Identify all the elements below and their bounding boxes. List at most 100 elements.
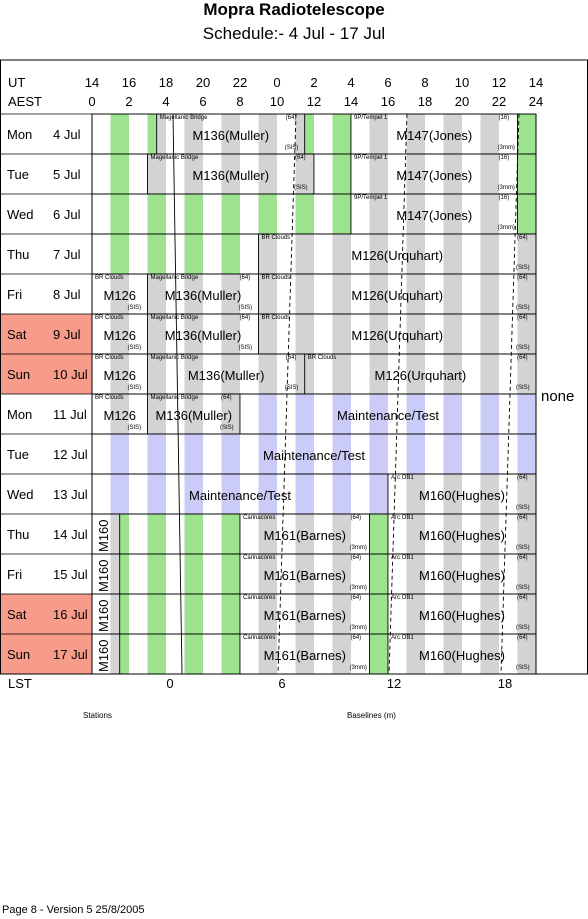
schedule-stripe	[184, 314, 203, 354]
schedule-stripe	[147, 474, 166, 514]
schedule-stripe	[129, 434, 148, 474]
schedule-stripe	[203, 154, 222, 194]
schedule-stripe	[517, 594, 536, 634]
schedule-stripe	[314, 154, 333, 194]
schedule-stripe	[166, 634, 185, 674]
schedule-stripe	[480, 514, 499, 554]
day-date: 8 Jul	[53, 287, 81, 302]
schedule-stripe	[147, 514, 166, 554]
aest-tick-label: 8	[236, 94, 244, 109]
schedule-stripe	[221, 514, 240, 554]
schedule-stripe	[425, 274, 444, 314]
schedule-stripe	[480, 554, 499, 594]
receiver-tag: (SIS)	[516, 385, 530, 391]
page-title: Mopra Radiotelescope	[203, 0, 385, 19]
project-label-vertical: M160	[96, 559, 111, 592]
schedule-stripe	[406, 194, 425, 234]
source-label: Magellanic Bridge	[150, 275, 199, 281]
source-label: Magellanic Bridge	[150, 155, 199, 161]
config-tag: (64)	[350, 635, 362, 641]
schedule-stripe	[425, 434, 444, 474]
schedule-stripe	[425, 234, 444, 274]
source-label: 9P/Tempel 1	[354, 115, 388, 121]
day-date: 13 Jul	[53, 487, 88, 502]
schedule-stripe	[369, 474, 388, 514]
day-cell: Thu 7 Jul	[1, 234, 90, 274]
schedule-stripe	[499, 634, 518, 674]
lst-tick-label: 12	[386, 676, 402, 691]
schedule-stripe	[240, 314, 259, 354]
schedule-stripe	[388, 434, 407, 474]
schedule-stripe	[369, 514, 388, 554]
lst-tick-label: 0	[166, 676, 174, 691]
receiver-tag: (SIS)	[238, 305, 253, 311]
schedule-stripe	[388, 634, 407, 674]
schedule-stripe	[147, 154, 166, 194]
weekend-shade	[0, 314, 92, 354]
project-label: M126(Urquhart)	[374, 368, 467, 383]
schedule-stripe	[425, 194, 444, 234]
schedule-stripe	[480, 114, 499, 154]
schedule-stripe	[480, 394, 499, 434]
receiver-tag: (SIS)	[127, 425, 142, 431]
schedule-stripe	[462, 514, 481, 554]
aest-tick-label: 24	[528, 94, 544, 109]
schedule-stripe	[184, 114, 203, 154]
schedule-stripe	[351, 354, 370, 394]
ut-tick-label: 6	[384, 75, 392, 90]
schedule-stripe	[166, 474, 185, 514]
project-label: M161(Barnes)	[263, 528, 346, 543]
schedule-stripe	[406, 354, 425, 394]
schedule-stripe	[517, 274, 536, 314]
schedule-stripe	[203, 274, 222, 314]
schedule-stripe	[406, 434, 425, 474]
schedule-stripe	[406, 154, 425, 194]
schedule-stripe	[295, 314, 314, 354]
schedule-stripe	[110, 634, 120, 674]
project-label: M161(Barnes)	[263, 648, 346, 663]
schedule-stripe	[351, 274, 370, 314]
schedule-stripe	[147, 634, 166, 674]
aest-tick-label: 18	[417, 94, 433, 109]
schedule-stripe	[480, 354, 499, 394]
schedule-stripe	[166, 114, 185, 154]
day-name: Mon	[7, 127, 33, 142]
day-name: Sun	[7, 647, 31, 662]
schedule-stripe	[110, 354, 129, 394]
schedule-stripe	[92, 354, 111, 394]
source-label: 9P/Tempel 1	[354, 155, 388, 161]
schedule-stripe	[258, 114, 277, 154]
project-label: M160(Hughes)	[419, 648, 505, 663]
schedule-stripe	[388, 154, 407, 194]
schedule-stripe	[92, 634, 111, 674]
config-tag: (64)	[239, 275, 251, 281]
project-label: M160(Hughes)	[419, 608, 505, 623]
schedule-stripe	[295, 634, 314, 674]
schedule-stripe	[499, 474, 518, 514]
schedule-stripe	[462, 314, 481, 354]
schedule-stripe	[332, 354, 351, 394]
schedule-stripe	[221, 394, 240, 434]
schedule-stripe	[110, 514, 120, 554]
schedule-stripe	[240, 234, 259, 274]
day-date: 17 Jul	[53, 647, 88, 662]
schedule-stripe	[314, 554, 333, 594]
schedule-stripe	[147, 234, 166, 274]
day-name: Wed	[7, 207, 34, 222]
schedule-stripe	[425, 474, 444, 514]
schedule-stripe	[369, 194, 388, 234]
schedule-stripe	[517, 194, 536, 234]
schedule-stripe	[351, 394, 370, 434]
day-cell: Sun 17 Jul	[1, 634, 90, 674]
schedule-stripe	[277, 154, 296, 194]
schedule-stripe	[406, 514, 425, 554]
schedule-stripe	[295, 394, 314, 434]
schedule-stripe	[304, 354, 314, 394]
schedule-stripe	[129, 234, 148, 274]
receiver-tag: (SIS)	[220, 425, 234, 431]
schedule-stripe	[425, 554, 444, 594]
schedule-stripe	[295, 234, 314, 274]
schedule-stripe	[425, 154, 444, 194]
day-name: Sat	[7, 327, 27, 342]
day-cell: Fri 8 Jul	[1, 274, 90, 314]
